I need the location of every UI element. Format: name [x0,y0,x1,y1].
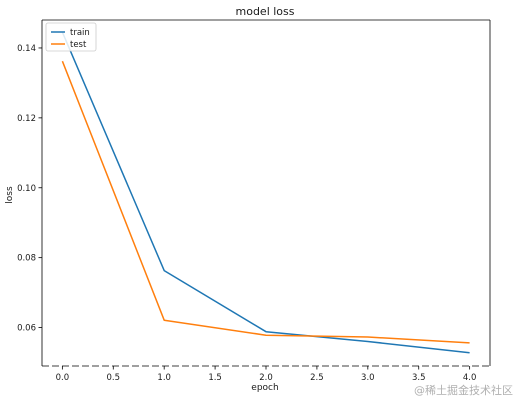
x-tick-label: 3.5 [412,373,426,383]
plot-area [42,20,490,366]
y-tick-label: 0.06 [17,324,36,334]
y-tick-label: 0.12 [17,114,36,124]
chart-title: model loss [236,5,295,18]
series-line-train [61,31,470,354]
x-tick-label: 1.5 [208,373,222,383]
x-tick-label: 2.5 [310,373,324,383]
x-axis-label: epoch [251,383,278,393]
x-tick-label: 0.5 [107,373,121,383]
x-tick-label: 2.0 [259,373,273,383]
x-tick-label: 3.0 [361,373,375,383]
series-line-test [61,60,470,344]
x-tick-label: 1.0 [157,373,171,383]
y-tick-label: 0.08 [17,254,36,264]
y-axis-label: loss [5,186,15,204]
x-tick-label: 0.0 [56,373,70,383]
legend-label-train: train [70,28,90,38]
y-tick-label: 0.14 [17,44,36,54]
legend-label-test: test [70,40,87,50]
x-tick-label: 4.0 [463,373,477,383]
y-tick-label: 0.10 [17,184,36,194]
watermark: @稀土掘金技术社区 [414,384,513,397]
